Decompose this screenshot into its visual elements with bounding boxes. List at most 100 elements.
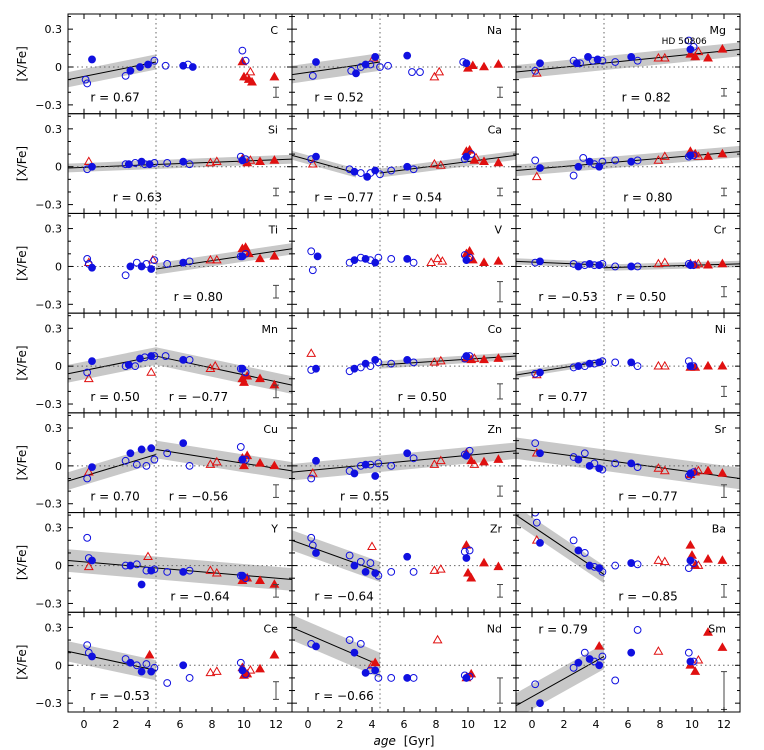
y-tick-label: −0.3 <box>35 199 62 212</box>
data-point-blue-filled <box>574 546 583 555</box>
data-point-blue-filled <box>361 60 370 69</box>
fit-line <box>516 48 740 73</box>
panel-content <box>292 14 516 114</box>
data-point-blue-filled <box>88 463 96 472</box>
data-point-red-filled <box>269 71 280 81</box>
y-tick-label: 0.3 <box>45 123 63 136</box>
data-point-red-open <box>659 151 670 160</box>
data-point-blue-filled <box>312 58 320 66</box>
data-point-blue-filled <box>686 657 695 666</box>
data-point-red-filled <box>479 156 489 165</box>
panel-content <box>516 512 740 613</box>
data-point-blue-filled <box>627 53 636 61</box>
data-point-blue-filled <box>462 152 471 161</box>
data-point-red-filled <box>479 354 489 364</box>
data-point-blue-filled <box>371 166 380 175</box>
data-point-blue-filled <box>136 63 144 71</box>
data-point-blue-filled <box>371 569 380 578</box>
data-point-blue-filled <box>238 666 247 675</box>
data-point-blue-filled <box>462 352 471 360</box>
data-point-red-filled <box>269 251 280 260</box>
data-point-red-open <box>435 564 446 573</box>
data-point-blue-filled <box>238 364 247 373</box>
data-point-blue-filled <box>238 252 247 261</box>
data-point-red-filled <box>717 360 728 370</box>
data-point-blue-open <box>83 641 92 650</box>
data-point-red-filled <box>469 155 480 164</box>
fit-line <box>155 448 292 472</box>
data-point-blue-filled <box>574 362 583 371</box>
y-tick-label: 0.3 <box>45 422 63 435</box>
data-point-blue-filled <box>536 699 544 708</box>
y-tick-label: 0.3 <box>45 23 63 36</box>
correlation-label: r = −0.56 <box>169 490 228 504</box>
data-point-red-open <box>205 254 216 264</box>
data-point-blue-open <box>163 449 172 458</box>
data-point-blue-filled <box>88 556 96 565</box>
data-point-red-filled <box>703 52 713 62</box>
data-point-red-filled <box>493 59 504 68</box>
element-label: Co <box>488 323 503 336</box>
data-point-blue-open <box>163 567 172 576</box>
correlation-label: r = 0.54 <box>393 190 442 204</box>
data-point-blue-open <box>387 567 396 576</box>
x-tick-label: 4 <box>369 718 376 731</box>
data-point-blue-open <box>163 260 172 268</box>
data-point-blue-filled <box>403 162 412 171</box>
y-tick-label: 0 <box>55 460 62 473</box>
data-point-red-open <box>205 565 216 574</box>
x-tick-label: 8 <box>433 718 440 731</box>
fit-line <box>292 626 381 666</box>
data-point-red-open <box>307 468 318 477</box>
data-point-red-filled <box>703 627 713 636</box>
data-point-blue-open <box>150 256 159 265</box>
data-point-blue-filled <box>137 667 146 676</box>
data-point-blue-filled <box>361 359 370 368</box>
data-point-blue-filled <box>350 648 359 657</box>
data-point-blue-filled <box>126 66 135 75</box>
data-point-blue-open <box>121 655 130 663</box>
data-point-blue-filled <box>312 364 320 373</box>
data-point-blue-open <box>161 352 170 360</box>
data-point-blue-filled <box>572 59 581 68</box>
data-point-red-open <box>659 465 670 475</box>
x-tick-label: 10 <box>685 718 699 731</box>
data-point-red-filled <box>239 377 249 386</box>
data-point-blue-filled <box>627 358 636 367</box>
data-point-blue-open <box>366 559 375 567</box>
data-point-blue-filled <box>147 352 156 360</box>
data-point-red-open <box>653 555 664 564</box>
data-point-blue-open <box>460 547 469 556</box>
data-point-blue-filled <box>188 63 197 71</box>
x-tick-label: 2 <box>113 718 120 731</box>
correlation-label: r = −0.64 <box>314 589 373 603</box>
data-point-red-open <box>146 367 157 376</box>
element-label: Zr <box>490 523 503 536</box>
data-point-blue-open <box>633 463 642 472</box>
data-point-blue-filled <box>595 358 604 367</box>
data-point-blue-open <box>345 551 354 560</box>
data-point-blue-filled <box>313 252 322 261</box>
element-label: Mn <box>262 323 278 336</box>
data-point-blue-open <box>163 679 172 687</box>
data-point-red-filled <box>242 450 253 460</box>
data-point-blue-open <box>121 271 130 280</box>
data-point-blue-open <box>163 159 172 167</box>
data-point-blue-filled <box>371 258 380 267</box>
element-label: Ti <box>268 223 278 236</box>
data-point-blue-filled <box>585 461 594 470</box>
y-tick-label: 0 <box>55 61 62 74</box>
data-point-blue-filled <box>312 152 320 161</box>
data-point-blue-filled <box>179 258 188 267</box>
data-point-blue-filled <box>179 355 188 364</box>
data-point-blue-filled <box>238 455 247 464</box>
data-point-blue-filled <box>88 357 96 366</box>
data-point-red-filled <box>466 572 477 582</box>
data-point-blue-open <box>569 536 578 545</box>
data-point-blue-filled <box>350 167 359 176</box>
data-point-blue-open <box>611 561 620 570</box>
element-label: C <box>270 24 278 37</box>
data-point-red-filled <box>717 642 728 651</box>
data-point-red-open <box>659 360 670 370</box>
data-point-blue-filled <box>536 449 544 458</box>
